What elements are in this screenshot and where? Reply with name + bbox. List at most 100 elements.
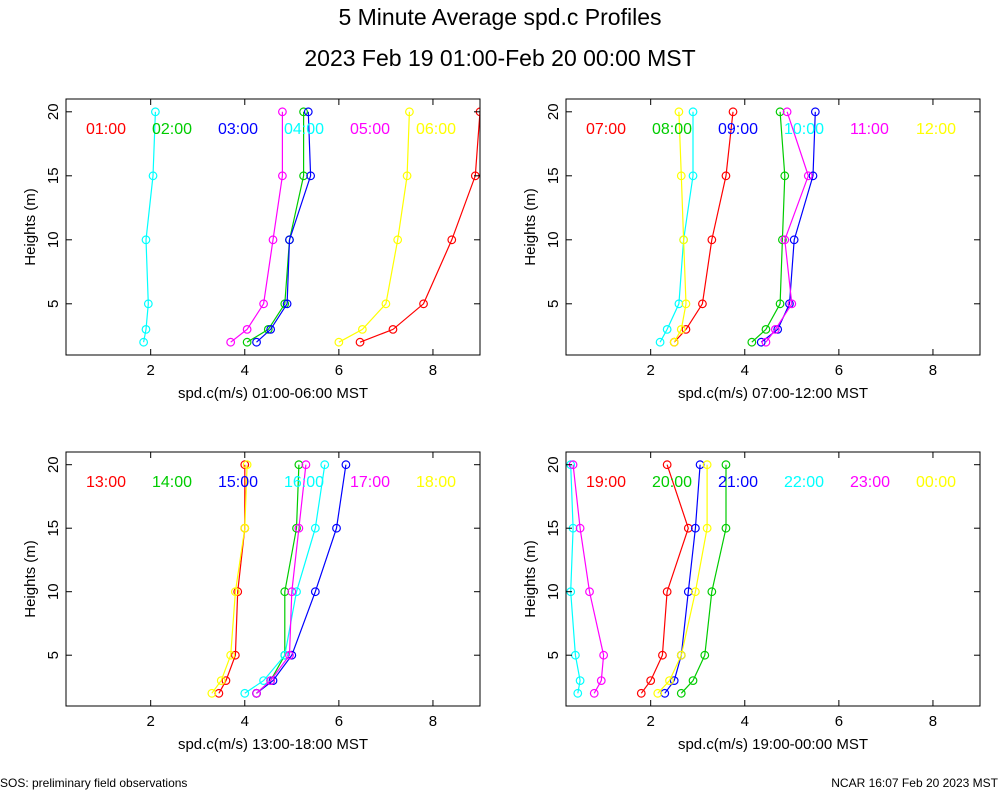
y-tick-label: 10 [45, 583, 62, 600]
data-point [242, 460, 252, 470]
data-point [787, 299, 797, 309]
data-point [278, 107, 287, 117]
data-point [226, 337, 236, 347]
legend-entry: 19:00 [586, 474, 626, 491]
data-point [282, 299, 292, 309]
data-point [299, 107, 308, 117]
data-point [655, 337, 665, 347]
data-point [252, 337, 261, 347]
data-point [676, 688, 686, 698]
y-axis-label: Heights (m) [22, 540, 39, 618]
data-point [303, 107, 313, 117]
legend-entry: 10:00 [784, 121, 824, 138]
x-axis-label: spd.c(m/s) 19:00-00:00 MST [678, 736, 868, 753]
plot-frame [65, 98, 481, 356]
plot-frame [565, 98, 981, 356]
series-line [256, 464, 347, 694]
y-tick-label: 10 [45, 231, 62, 248]
x-tick-label: 4 [241, 362, 249, 379]
data-point [770, 325, 780, 334]
data-point [334, 337, 344, 347]
data-point [242, 325, 252, 334]
data-point [782, 107, 792, 117]
data-point [405, 107, 414, 117]
data-point [707, 235, 717, 245]
data-point [141, 235, 151, 245]
data-point [676, 650, 686, 660]
data-point [306, 171, 316, 181]
series-line [230, 111, 283, 343]
data-point [589, 688, 599, 698]
legend-entry: 00:00 [916, 474, 956, 491]
data-point [263, 325, 273, 334]
legend-entry: 07:00 [586, 121, 626, 138]
series-group [139, 107, 480, 347]
data-point [681, 299, 691, 309]
data-point [141, 325, 151, 334]
data-point [240, 688, 250, 698]
data-point [662, 460, 672, 470]
data-point [747, 337, 757, 347]
data-point [756, 337, 766, 347]
x-tick-label: 4 [741, 713, 749, 730]
legend-entry: 16:00 [284, 474, 324, 491]
x-tick-label: 6 [835, 713, 843, 730]
footer-timestamp: NCAR 16:07 Feb 20 2023 MST [831, 776, 998, 790]
profile-panel: 2 4 6 8 5 10 15 20 spd.c(m/s) 13:00-18:00 MST Hei… [22, 451, 481, 753]
x-tick-label: 4 [741, 362, 749, 379]
data-point [688, 107, 698, 117]
data-point [143, 299, 153, 309]
data-point [230, 650, 240, 660]
y-tick-label: 20 [545, 456, 562, 473]
data-point [688, 171, 698, 181]
x-tick-label: 2 [147, 713, 155, 730]
chart-subtitle: 2023 Feb 19 01:00-Feb 20 00:00 MST [304, 45, 696, 71]
data-point [669, 676, 679, 685]
data-point [447, 235, 457, 245]
data-point [230, 587, 240, 597]
y-tick-label: 5 [45, 651, 62, 659]
x-tick-label: 4 [241, 713, 249, 730]
series-line [659, 111, 694, 343]
data-point [674, 107, 684, 117]
legend-entry: 15:00 [218, 474, 258, 491]
data-point [139, 337, 149, 347]
data-point [721, 171, 731, 181]
data-point [402, 171, 412, 181]
x-tick-label: 2 [147, 362, 155, 379]
y-tick-label: 20 [45, 456, 62, 473]
data-point [332, 523, 341, 533]
data-point [721, 460, 731, 470]
x-tick-label: 2 [647, 713, 655, 730]
chart-title: 5 Minute Average spd.c Profiles [338, 4, 662, 30]
data-point [662, 587, 672, 597]
data-point [789, 235, 799, 245]
y-axis-label: Heights (m) [522, 188, 539, 266]
x-tick-label: 2 [647, 362, 655, 379]
data-point [148, 171, 158, 181]
profile-panel: 2 4 6 8 5 10 15 20 spd.c(m/s) 19:00-00:00 MST Hei… [522, 451, 981, 753]
data-point [381, 299, 391, 309]
series-line [751, 111, 786, 343]
data-point [320, 460, 330, 470]
series-group [566, 460, 731, 698]
data-point [573, 688, 583, 698]
x-axis-label: spd.c(m/s) 13:00-18:00 MST [178, 736, 368, 753]
data-point [702, 523, 712, 533]
data-point [665, 676, 674, 685]
data-point [690, 587, 700, 597]
data-point [259, 299, 268, 309]
y-tick-label: 10 [545, 583, 562, 600]
data-point [240, 523, 250, 533]
y-tick-label: 10 [545, 231, 562, 248]
data-point [636, 688, 646, 698]
data-point [310, 523, 320, 533]
legend-entry: 04:00 [284, 121, 324, 138]
data-point [252, 688, 261, 698]
y-tick-label: 5 [545, 300, 562, 308]
data-point [419, 299, 428, 309]
data-point [688, 676, 698, 685]
y-axis-label: Heights (m) [22, 188, 39, 266]
legend-entry: 21:00 [718, 474, 758, 491]
series-line [680, 464, 727, 694]
